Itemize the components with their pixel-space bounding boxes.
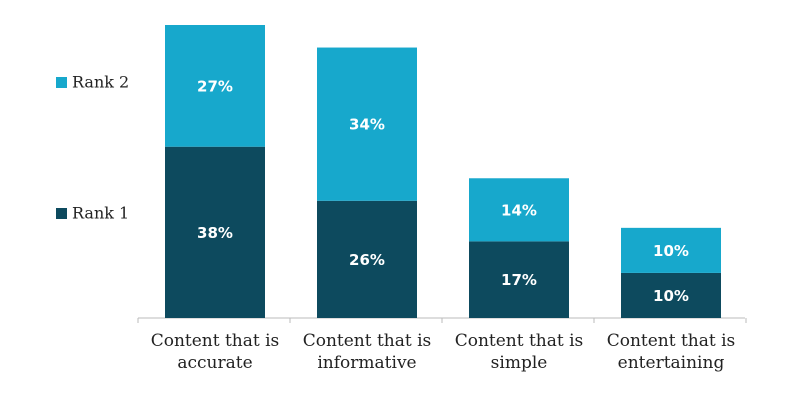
- bar-segment: [317, 200, 417, 318]
- value-label: 10%: [653, 287, 689, 305]
- legend-swatch: [56, 77, 67, 88]
- bar-segment: [469, 178, 569, 242]
- bar-segment: [165, 146, 265, 318]
- legend-label: Rank 1: [72, 204, 129, 223]
- value-label: 17%: [501, 271, 537, 289]
- value-label: 34%: [349, 116, 385, 134]
- bar-segment: [165, 25, 265, 147]
- legend-label: Rank 2: [72, 73, 129, 92]
- x-tick-label: Content that is informative: [302, 331, 432, 373]
- value-label: 10%: [653, 242, 689, 260]
- bar-segment: [469, 241, 569, 318]
- x-tick-label: Content that is simple: [454, 331, 584, 373]
- value-label: 27%: [197, 77, 233, 95]
- value-label: 26%: [349, 251, 385, 269]
- legend-swatch: [56, 208, 67, 219]
- bar-segment: [621, 272, 721, 318]
- bar-segment: [621, 227, 721, 273]
- x-tick-label: Content that is accurate: [150, 331, 280, 373]
- value-label: 38%: [197, 224, 233, 242]
- value-label: 14%: [501, 201, 537, 219]
- bar-segment: [317, 47, 417, 201]
- x-tick-label: Content that is entertaining: [606, 331, 736, 373]
